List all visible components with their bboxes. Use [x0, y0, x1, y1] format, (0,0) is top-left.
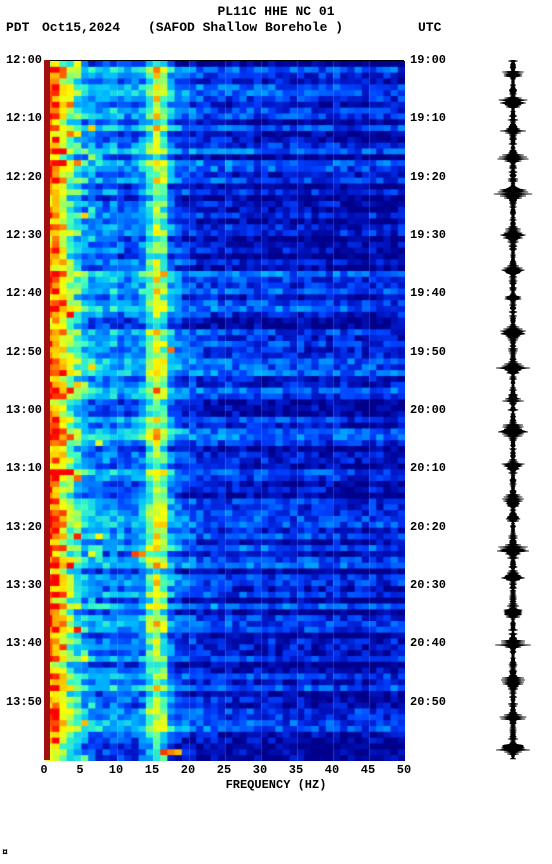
x-tick: 50 [390, 763, 418, 777]
waveform-trace [492, 60, 534, 760]
spectrogram-canvas [45, 61, 405, 761]
y-right-tick: 19:20 [410, 170, 460, 184]
x-tick: 15 [138, 763, 166, 777]
y-left-tick: 12:00 [0, 53, 42, 67]
y-right-tick: 19:30 [410, 228, 460, 242]
x-axis-label: FREQUENCY (HZ) [0, 778, 552, 792]
y-right-tick: 20:30 [410, 578, 460, 592]
y-right-tick: 19:10 [410, 111, 460, 125]
y-right-tick: 19:00 [410, 53, 460, 67]
x-tick: 5 [66, 763, 94, 777]
y-left-tick: 12:50 [0, 345, 42, 359]
y-right-tick: 20:40 [410, 636, 460, 650]
x-tick: 30 [246, 763, 274, 777]
x-tick: 0 [30, 763, 58, 777]
y-right-tick: 20:50 [410, 695, 460, 709]
x-tick: 40 [318, 763, 346, 777]
x-tick: 20 [174, 763, 202, 777]
x-tick: 35 [282, 763, 310, 777]
left-timezone: PDT [6, 20, 29, 35]
y-right-tick: 20:20 [410, 520, 460, 534]
y-left-tick: 12:40 [0, 286, 42, 300]
zero-hz-redbar [44, 60, 50, 760]
y-left-tick: 13:50 [0, 695, 42, 709]
y-left-tick: 12:30 [0, 228, 42, 242]
chart-title: PL11C HHE NC 01 [0, 4, 552, 19]
footer-mark: ¤ [2, 848, 8, 859]
x-tick: 25 [210, 763, 238, 777]
y-left-tick: 13:10 [0, 461, 42, 475]
y-right-tick: 19:40 [410, 286, 460, 300]
y-left-tick: 12:20 [0, 170, 42, 184]
header-subtitle: (SAFOD Shallow Borehole ) [148, 20, 343, 35]
y-left-tick: 13:30 [0, 578, 42, 592]
y-right-tick: 19:50 [410, 345, 460, 359]
y-left-tick: 13:20 [0, 520, 42, 534]
spectrogram-plot [44, 60, 404, 760]
header-date: Oct15,2024 [42, 20, 120, 35]
right-timezone: UTC [418, 20, 441, 35]
y-left-tick: 13:40 [0, 636, 42, 650]
y-left-tick: 12:10 [0, 111, 42, 125]
x-tick: 45 [354, 763, 382, 777]
y-right-tick: 20:10 [410, 461, 460, 475]
x-tick: 10 [102, 763, 130, 777]
y-right-tick: 20:00 [410, 403, 460, 417]
y-left-tick: 13:00 [0, 403, 42, 417]
